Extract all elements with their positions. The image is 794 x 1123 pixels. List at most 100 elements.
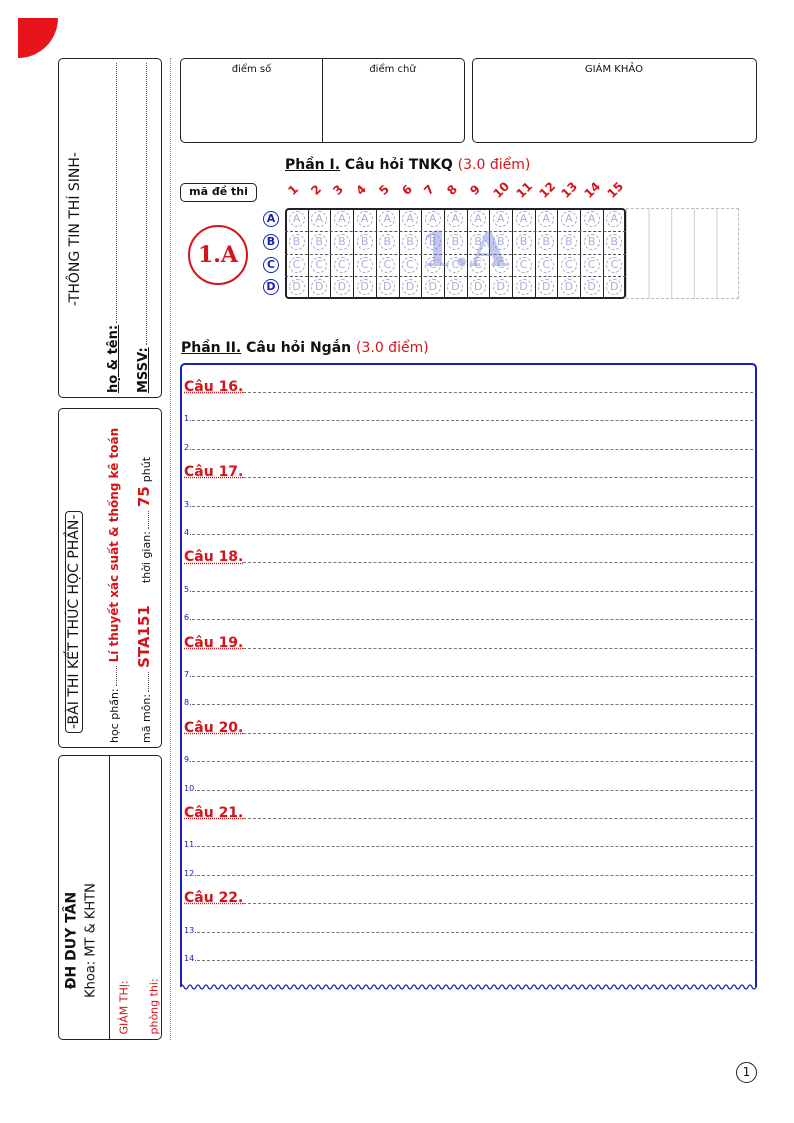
question-label: Câu 22. xyxy=(184,890,244,907)
answer-bubble[interactable]: A xyxy=(470,211,487,227)
answer-line[interactable] xyxy=(191,534,753,535)
answer-bubble[interactable]: D xyxy=(288,279,305,296)
score-numeric-label: điểm số xyxy=(231,64,272,75)
answer-bubble[interactable]: D xyxy=(447,279,464,296)
answer-bubble[interactable]: B xyxy=(288,233,305,250)
answer-bubble[interactable]: B xyxy=(311,233,328,250)
question-number: 2 xyxy=(307,182,324,198)
line-number: 6. xyxy=(184,613,192,623)
answer-line[interactable] xyxy=(191,448,753,450)
answer-bubble[interactable]: D xyxy=(424,279,441,296)
answer-line[interactable] xyxy=(191,761,753,763)
answer-bubble[interactable]: C xyxy=(356,256,373,273)
answer-bubble[interactable]: A xyxy=(311,211,328,227)
answer-bubble[interactable]: A xyxy=(356,211,373,227)
answer-bubble[interactable]: B xyxy=(356,233,373,250)
answer-line[interactable] xyxy=(243,392,753,393)
answer-bubble[interactable]: C xyxy=(379,256,396,273)
question-number: 11 xyxy=(513,179,536,201)
answer-line[interactable] xyxy=(243,732,753,734)
answer-bubble[interactable]: B xyxy=(402,233,418,250)
answer-line[interactable] xyxy=(243,562,753,564)
course-label: học phần: xyxy=(108,688,121,743)
answer-line[interactable] xyxy=(196,789,753,791)
answer-bubble[interactable]: D xyxy=(606,279,623,296)
answer-bubble[interactable]: D xyxy=(402,279,418,296)
answer-bubble[interactable]: B xyxy=(470,233,487,250)
answer-bubble[interactable]: A xyxy=(424,211,441,227)
answer-bubble[interactable]: A xyxy=(492,211,509,227)
answer-bubble[interactable]: C xyxy=(583,256,600,273)
answer-bubble[interactable]: D xyxy=(356,279,373,296)
answer-bubble[interactable]: C xyxy=(515,256,532,273)
course-value: Lí thuyết xác suất & thống kê toán xyxy=(107,427,121,663)
answer-bubble[interactable]: D xyxy=(311,279,328,296)
answer-bubble[interactable]: C xyxy=(424,256,441,273)
answer-bubble[interactable]: D xyxy=(470,279,487,296)
answer-bubble[interactable]: B xyxy=(424,233,441,250)
answer-bubble[interactable]: C xyxy=(447,256,464,273)
answer-bubble[interactable]: A xyxy=(402,211,418,227)
answer-line[interactable] xyxy=(196,960,753,961)
answer-bubble[interactable]: C xyxy=(470,256,487,273)
answer-bubble[interactable]: D xyxy=(492,279,509,296)
answer-line[interactable] xyxy=(191,676,753,677)
question-number: 13 xyxy=(558,179,581,201)
answer-bubble[interactable]: B xyxy=(515,233,532,250)
answer-bubble[interactable]: B xyxy=(606,233,623,250)
answer-bubble[interactable]: D xyxy=(560,279,577,296)
answer-line[interactable] xyxy=(191,619,753,621)
answer-bubble[interactable]: B xyxy=(583,233,600,250)
answer-bubble[interactable]: C xyxy=(606,256,623,273)
line-number: 11. xyxy=(184,840,197,850)
answer-bubble[interactable]: A xyxy=(379,211,396,227)
answer-bubble[interactable]: A xyxy=(288,211,305,227)
answer-bubble[interactable]: B xyxy=(560,233,577,250)
answer-bubble[interactable]: C xyxy=(492,256,509,273)
answer-line[interactable] xyxy=(191,420,753,422)
answer-bubble[interactable]: A xyxy=(606,211,623,227)
answer-bubble[interactable]: D xyxy=(583,279,600,296)
answer-bubble[interactable]: C xyxy=(311,256,328,273)
answer-bubble[interactable]: B xyxy=(333,233,350,250)
name-field[interactable] xyxy=(116,63,117,323)
answer-bubble[interactable]: A xyxy=(447,211,464,227)
answer-bubble[interactable]: A xyxy=(583,211,600,227)
answer-row: 2. xyxy=(184,435,753,452)
id-field[interactable] xyxy=(146,63,147,346)
answer-bubble[interactable]: A xyxy=(538,211,555,227)
answer-line[interactable] xyxy=(243,818,753,819)
answer-bubble[interactable]: C xyxy=(288,256,305,273)
line-number: 3. xyxy=(184,499,192,509)
answer-bubble[interactable]: B xyxy=(447,233,464,250)
answer-line[interactable] xyxy=(191,590,753,592)
answer-line[interactable] xyxy=(196,931,753,933)
answer-bubble[interactable]: C xyxy=(560,256,577,273)
answer-bubble[interactable]: A xyxy=(333,211,350,227)
answer-bubble[interactable]: C xyxy=(402,256,418,273)
answer-bubble[interactable]: C xyxy=(538,256,555,273)
answer-bubble[interactable]: C xyxy=(333,256,350,273)
answer-bubble[interactable]: A xyxy=(560,211,577,227)
answer-line[interactable] xyxy=(243,647,753,649)
answer-line[interactable] xyxy=(191,505,753,507)
student-info-box: -THÔNG TIN THÍ SINH- họ & tên: MSSV: xyxy=(58,58,162,398)
line-number: 8. xyxy=(184,698,192,708)
answer-line[interactable] xyxy=(196,874,753,876)
answer-bubble[interactable]: B xyxy=(379,233,396,250)
answer-line[interactable] xyxy=(191,704,753,706)
answer-line[interactable] xyxy=(196,846,753,848)
answer-line[interactable] xyxy=(243,903,753,905)
answer-bubble[interactable]: D xyxy=(515,279,532,296)
exam-code: 1.A xyxy=(188,225,248,285)
line-number: 5. xyxy=(184,584,192,594)
answer-bubble[interactable]: B xyxy=(538,233,555,250)
examiner-label: GIÁM KHẢO xyxy=(584,64,644,75)
answer-bubble[interactable]: D xyxy=(333,279,350,296)
answer-line[interactable] xyxy=(243,477,753,479)
answer-bubble[interactable]: A xyxy=(515,211,532,227)
answer-bubble[interactable]: D xyxy=(379,279,396,296)
answer-row: 7. xyxy=(184,662,753,679)
answer-bubble[interactable]: D xyxy=(538,279,555,296)
answer-bubble[interactable]: B xyxy=(492,233,509,250)
